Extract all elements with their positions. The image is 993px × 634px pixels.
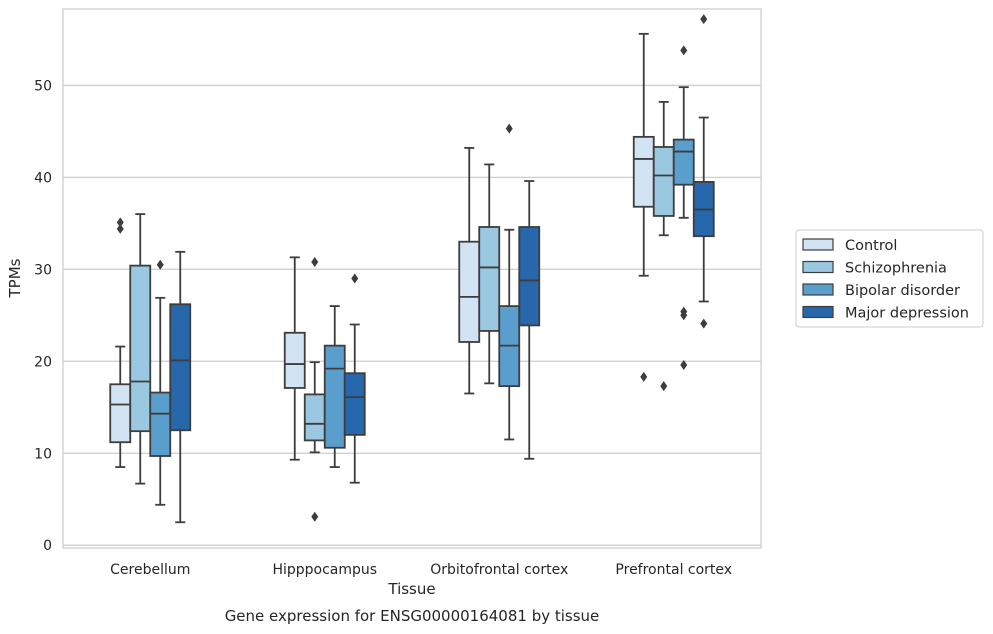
legend-swatch-major-depression: [802, 305, 834, 319]
box-iqr: [109, 383, 132, 444]
box-iqr: [129, 264, 152, 433]
box-iqr: [149, 391, 172, 457]
box-control-cerebellum: [109, 217, 132, 468]
box-iqr: [478, 226, 501, 332]
legend-swatch-schizophrenia: [802, 260, 834, 274]
legend-label-bipolar-disorder: Bipolar disorder: [845, 283, 960, 299]
box-iqr: [458, 240, 481, 343]
legend-label-schizophrenia: Schizophrenia: [845, 261, 947, 277]
box-bipolar-disorder-prefrontal-cortex: [672, 45, 695, 370]
outlier-point: [680, 306, 688, 317]
box-schizophrenia-cerebellum: [129, 213, 152, 485]
x-tick-label: Hipppocampus: [272, 562, 377, 578]
outlier-point: [700, 318, 708, 329]
box-control-prefrontal-cortex: [632, 32, 655, 382]
outlier-point: [311, 256, 319, 267]
box-iqr: [632, 135, 655, 208]
box-schizophrenia-prefrontal-cortex: [652, 100, 675, 392]
box-iqr: [169, 303, 192, 432]
legend-swatch-control: [802, 238, 834, 251]
box-schizophrenia-orbitofrontal-cortex: [478, 163, 501, 385]
plot-frame: [62, 8, 762, 549]
x-tick-label: Prefrontal cortex: [615, 562, 732, 578]
plot-background: [63, 9, 761, 548]
outlier-point: [640, 371, 648, 382]
box-iqr: [283, 331, 306, 389]
box-iqr: [343, 372, 366, 436]
legend-label-control: Control: [845, 238, 897, 254]
x-tick-label: Cerebellum: [110, 562, 190, 578]
box-major-depression-cerebellum: [169, 250, 192, 524]
legend-frame: [795, 229, 984, 328]
box-major-depression-prefrontal-cortex: [692, 14, 715, 329]
box-iqr: [652, 146, 675, 217]
legend: Control Schizophrenia Bipolar disorder Majo…: [795, 229, 984, 328]
outlier-point: [680, 45, 688, 56]
outlier-point: [700, 14, 708, 25]
box-bipolar-disorder-cerebellum: [149, 259, 172, 506]
outlier-point: [156, 259, 164, 270]
box-major-depression-hipppocampus: [343, 273, 366, 484]
box-control-orbitofrontal-cortex: [458, 146, 481, 395]
y-tick-label: 10: [34, 446, 52, 462]
outlier-point: [505, 123, 513, 134]
box-iqr: [672, 138, 695, 186]
outlier-point: [116, 223, 124, 234]
y-tick-label: 50: [34, 78, 52, 94]
outlier-point: [680, 359, 688, 370]
legend-swatch-bipolar-disorder: [802, 283, 834, 296]
y-tick-label: 20: [34, 354, 52, 370]
y-tick-label: 0: [43, 538, 52, 554]
x-axis-label: Tissue: [387, 580, 435, 598]
x-tick-labels: Cerebellum Hipppocampus Orbitofrontal cort…: [110, 562, 732, 578]
box-iqr: [518, 226, 541, 327]
outlier-point: [311, 511, 319, 522]
box-control-hipppocampus: [283, 256, 306, 461]
outlier-point: [116, 217, 124, 228]
box-bipolar-disorder-orbitofrontal-cortex: [498, 123, 521, 441]
boxes: [109, 14, 715, 524]
outlier-point: [351, 273, 359, 284]
outlier-point: [660, 381, 668, 392]
y-tick-label: 30: [34, 262, 52, 278]
y-tick-label: 40: [34, 170, 52, 186]
box-iqr: [303, 393, 326, 442]
y-tick-labels: 0 10 20 30 40 50: [34, 78, 52, 554]
y-axis-label: TPMs: [6, 258, 24, 298]
figure-caption: Gene expression for ENSG00000164081 by t…: [225, 607, 600, 625]
box-schizophrenia-hipppocampus: [303, 256, 326, 522]
x-tick-label: Orbitofrontal cortex: [430, 562, 568, 578]
box-bipolar-disorder-hipppocampus: [323, 305, 346, 468]
box-major-depression-orbitofrontal-cortex: [518, 180, 541, 460]
legend-label-major-depression: Major depression: [845, 306, 969, 322]
box-iqr: [323, 344, 346, 449]
